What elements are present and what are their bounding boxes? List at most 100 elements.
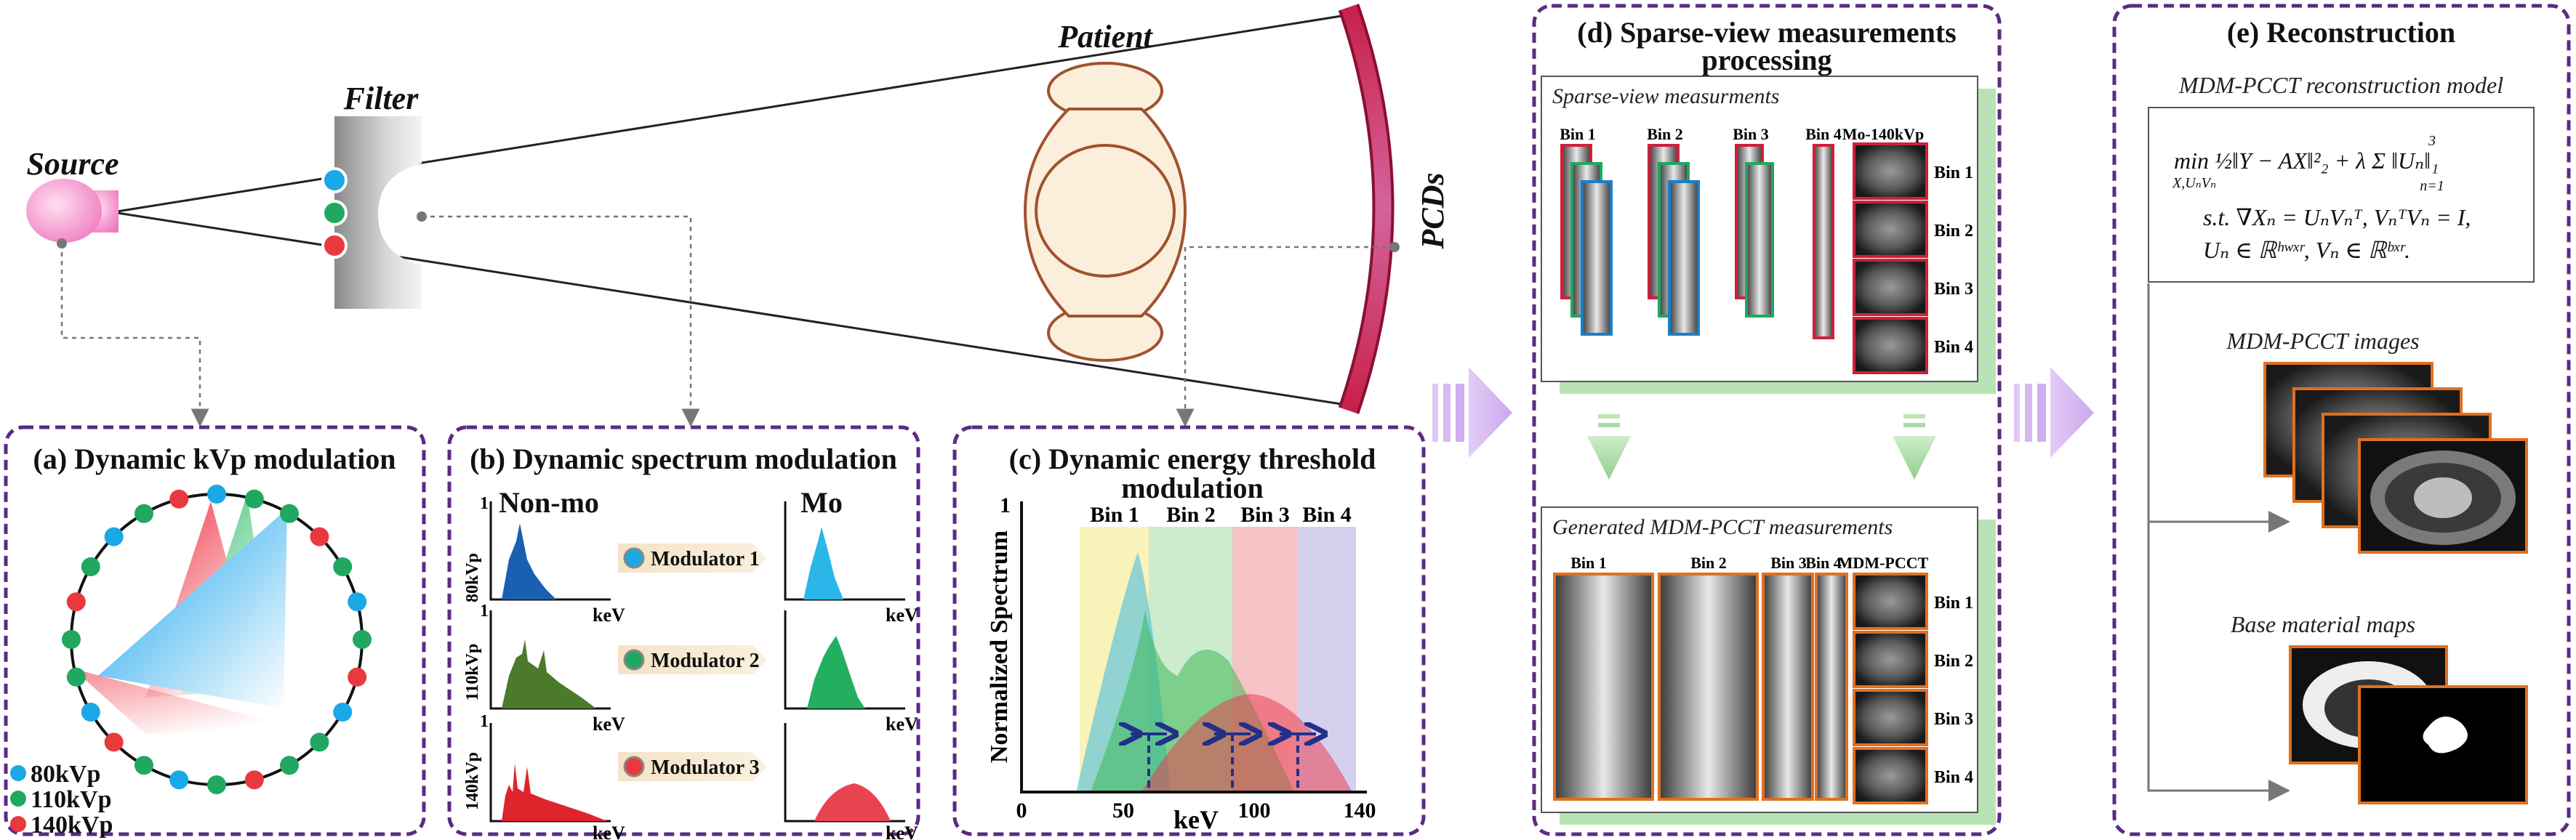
filter-label: Filter [343, 81, 420, 116]
ring-dot [348, 592, 367, 612]
svg-text:keV: keV [886, 605, 918, 626]
ring-dot [81, 557, 100, 576]
c-x-label: keV [1173, 805, 1219, 834]
svg-text:keV: keV [886, 823, 918, 840]
ring-dot [353, 630, 372, 649]
generated-subtitle: Generated MDM-PCCT measurements [1552, 515, 1893, 539]
arrow-c-to-d [1432, 367, 1512, 458]
mdm-pcct-image-stack [2263, 362, 2528, 554]
kvp-ring-dots [62, 485, 372, 794]
base-material-map-stack [2289, 645, 2528, 804]
panel-b-title: (b) Dynamic spectrum modulation [470, 443, 897, 475]
spectrum-row-140kvp: 1 140kVp keV keV Modulator 3 [463, 712, 918, 840]
modulator-1-label: Modulator 1 [651, 548, 760, 570]
ring-dot [244, 489, 264, 509]
c-x-tick-140: 140 [1344, 799, 1376, 823]
ring-dot [244, 770, 264, 790]
svg-text:Bin 4: Bin 4 [1805, 125, 1842, 143]
mo-140kvp-thumbnails [1853, 142, 1928, 374]
svg-text:Bin 1: Bin 1 [1934, 163, 1973, 182]
svg-text:MDM-PCCT: MDM-PCCT [1838, 554, 1929, 572]
panel-c-title-1: (c) Dynamic energy threshold [1009, 443, 1376, 475]
panel-e: (e) Reconstruction MDM-PCCT reconstructi… [2112, 4, 2571, 836]
ring-dot [169, 489, 189, 509]
source-icon [26, 179, 119, 243]
svg-text:Bin 4: Bin 4 [1934, 338, 1973, 357]
model-title: MDM-PCCT reconstruction model [2178, 72, 2503, 98]
svg-text:keV: keV [593, 823, 625, 840]
panel-a: (a) Dynamic kVp modulation 80kVp 110kVp … [4, 425, 426, 839]
svg-text:110kVp: 110kVp [463, 644, 482, 701]
ring-dot [135, 756, 153, 775]
svg-text:keV: keV [886, 714, 918, 735]
ring-dot [66, 592, 86, 612]
ring-dot [333, 557, 353, 576]
mdm-images-label: MDM-PCCT images [2226, 328, 2419, 354]
mo-heading: Mo [801, 486, 843, 519]
ring-dot [81, 703, 100, 722]
spectrum-row-80kvp: 1 80kVp keV keV Modulator 1 [463, 494, 918, 626]
panel-d-title-1: (d) Sparse-view measurements [1577, 16, 1956, 49]
svg-text:1: 1 [480, 712, 489, 731]
c-bin-3: Bin 3 [1240, 503, 1290, 527]
equation-sum-top: 3 [2428, 133, 2436, 149]
equation-line-2: s.t. ∇Xₙ = UₙVₙᵀ, VₙᵀVₙ = I, [2203, 204, 2471, 230]
ring-dot [104, 732, 124, 752]
sparse-sinograms-bin4 [1813, 144, 1834, 339]
panel-d: (d) Sparse-view measurements processing … [1532, 4, 2002, 836]
svg-text:1: 1 [1000, 493, 1011, 517]
modulator-2-label: Modulator 2 [651, 650, 760, 672]
svg-text:Bin 4: Bin 4 [1805, 554, 1842, 572]
svg-text:Bin 2: Bin 2 [1647, 125, 1683, 143]
sparse-view-subtitle: Sparse-view measurments [1552, 84, 1779, 108]
ring-dot [333, 703, 353, 722]
legend-110kvp-icon [10, 791, 26, 807]
c-x-tick-0: 0 [1016, 799, 1027, 823]
ring-dot [280, 756, 299, 775]
legend-140kvp: 140kVp [31, 812, 113, 839]
svg-text:Bin 3: Bin 3 [1733, 125, 1769, 143]
legend-80kvp: 80kVp [31, 761, 100, 788]
source-label: Source [26, 146, 119, 182]
equation-line-1: min ½‖Y − AX‖²₂ + λ Σ ‖Uₙ‖₁ [2174, 148, 2439, 174]
ring-dot [310, 732, 329, 752]
legend-110kvp: 110kVp [31, 786, 112, 813]
kvp-legend: 80kVp 110kVp 140kVp [10, 761, 113, 839]
modulator-3-label: Modulator 3 [651, 756, 760, 779]
svg-text:Bin 3: Bin 3 [1934, 710, 1973, 729]
c-bin-1: Bin 1 [1090, 503, 1139, 527]
c-bin-2: Bin 2 [1166, 503, 1216, 527]
ring-dot [280, 504, 299, 523]
filter-dot-80kvp [321, 167, 348, 193]
sparse-sinograms-bin3 [1735, 144, 1774, 318]
patient-label: Patient [1057, 19, 1153, 54]
spectrum-row-110kvp: 1 110kVp keV keV Modulator 2 [463, 602, 918, 735]
ring-dot [207, 775, 226, 794]
maps-label: Base material maps [2231, 611, 2415, 637]
svg-text:80kVp: 80kVp [463, 553, 482, 602]
c-x-tick-100: 100 [1238, 799, 1271, 823]
c-bin-4: Bin 4 [1302, 503, 1352, 527]
filter-dot-140kvp [321, 233, 348, 259]
svg-text:Bin 1: Bin 1 [1570, 554, 1607, 572]
svg-text:Mo-140kVp: Mo-140kVp [1842, 125, 1924, 143]
panel-c: (c) Dynamic energy threshold modulation … [952, 425, 1426, 836]
top-geometry: Source Filter Patient PCDs [26, 4, 1450, 427]
generated-sinograms [1553, 573, 1848, 801]
svg-text:keV: keV [593, 605, 625, 626]
c-y-label: Normalized Spectrum [986, 530, 1013, 763]
sparse-sinograms-bin1 [1560, 144, 1613, 336]
c-x-tick-50: 50 [1112, 799, 1134, 823]
svg-text:Bin 1: Bin 1 [1560, 125, 1596, 143]
ring-dot [169, 770, 189, 790]
non-mo-heading: Non-mo [499, 486, 599, 519]
equation-min-subscript: X,UₙVₙ [2172, 175, 2216, 191]
legend-80kvp-icon [10, 765, 26, 781]
svg-text:1: 1 [480, 494, 489, 513]
down-arrows [1587, 414, 1936, 480]
ring-dot [135, 504, 153, 523]
svg-text:Bin 1: Bin 1 [1934, 594, 1973, 613]
ring-dot [207, 485, 226, 504]
panel-a-title: (a) Dynamic kVp modulation [33, 443, 396, 475]
